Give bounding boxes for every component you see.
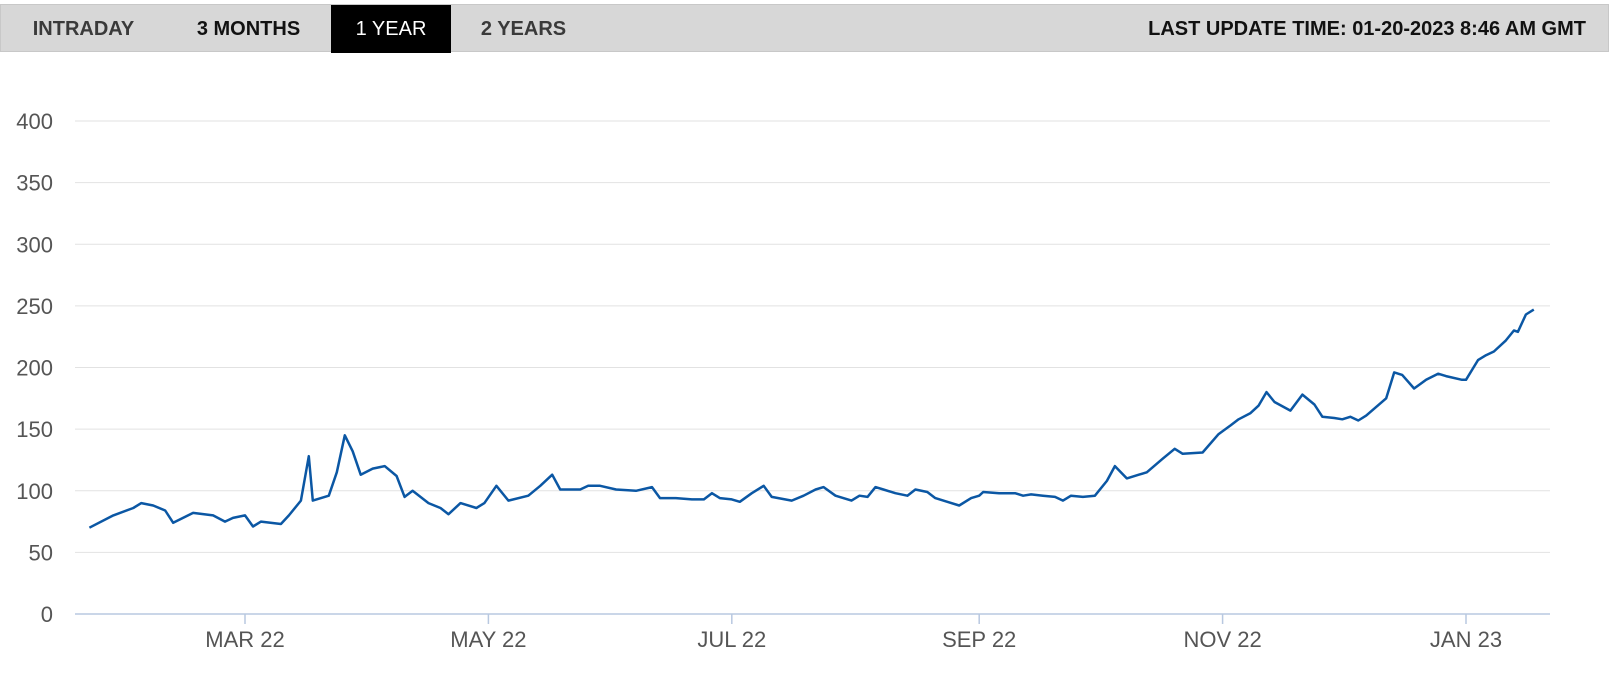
- y-tick-label: 300: [16, 232, 53, 257]
- tab-intraday[interactable]: INTRADAY: [32, 17, 135, 40]
- y-tick-label: 150: [16, 417, 53, 442]
- tab-2-years[interactable]: 2 YEARS: [480, 17, 567, 40]
- y-tick-label: 350: [16, 171, 53, 196]
- y-axis: 0 50 100 150 200 250 300 350 400: [16, 109, 53, 627]
- x-tick-label: JAN 23: [1430, 627, 1502, 652]
- x-tick-label: MAR 22: [205, 627, 284, 652]
- y-tick-label: 100: [16, 479, 53, 504]
- series-layer: [88, 308, 1535, 529]
- y-tick-label: 200: [16, 356, 53, 381]
- x-tick-label: NOV 22: [1183, 627, 1261, 652]
- series-line: [88, 308, 1535, 529]
- timeframe-bar: INTRADAY 3 MONTHS 1 YEAR 2 YEARS LAST UP…: [0, 4, 1609, 53]
- y-tick-label: 400: [16, 109, 53, 134]
- x-tick-label: MAY 22: [450, 627, 526, 652]
- last-update-time: LAST UPDATE TIME: 01-20-2023 8:46 AM GMT: [1148, 17, 1586, 40]
- timeframe-tabs: INTRADAY 3 MONTHS 1 YEAR 2 YEARS: [1, 5, 596, 53]
- x-tick-label: JUL 22: [697, 627, 766, 652]
- y-tick-label: 0: [41, 602, 53, 627]
- y-tick-label: 250: [16, 294, 53, 319]
- tab-3-months[interactable]: 3 MONTHS: [196, 17, 301, 40]
- price-line-chart: 0 50 100 150 200 250 300 350 400 MAR 22 MAY 22 JUL…: [16, 109, 1550, 652]
- x-axis: MAR 22 MAY 22 JUL 22 SEP 22 NOV 22 JAN 23: [75, 613, 1550, 652]
- tab-1-year[interactable]: 1 YEAR: [331, 5, 451, 53]
- x-tick-label: SEP 22: [942, 627, 1016, 652]
- gridlines: [75, 120, 1550, 553]
- y-tick-label: 50: [29, 540, 53, 565]
